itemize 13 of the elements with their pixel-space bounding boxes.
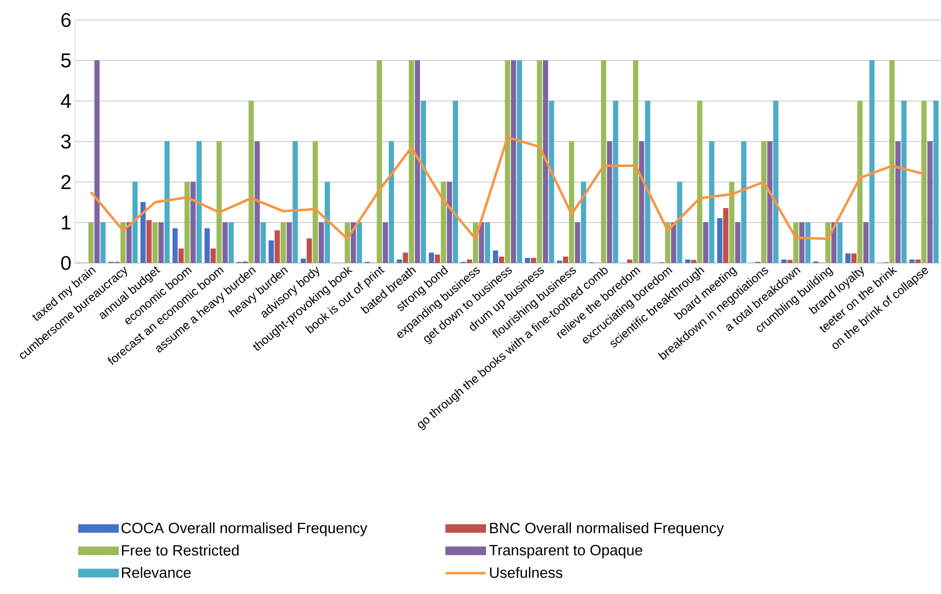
legend-label: BNC Overall normalised Frequency: [490, 522, 724, 536]
legend-label: Free to Restricted: [122, 544, 239, 556]
y-tick-label: 6: [61, 12, 71, 28]
y-tick-label: 5: [61, 54, 71, 68]
legend-label: Relevance: [122, 566, 191, 578]
y-tick-label: 0: [61, 256, 71, 270]
y-tick-label: 3: [61, 134, 71, 149]
legend-label: Usefulness: [490, 566, 562, 578]
legend-label: Transparent to Opaque: [489, 544, 642, 558]
y-tick-label: 4: [60, 94, 71, 108]
y-tick-label: 2: [61, 175, 70, 189]
y-tick-label: 1: [62, 216, 71, 230]
legend-label: COCA Overall normalised Frequency: [122, 522, 368, 536]
